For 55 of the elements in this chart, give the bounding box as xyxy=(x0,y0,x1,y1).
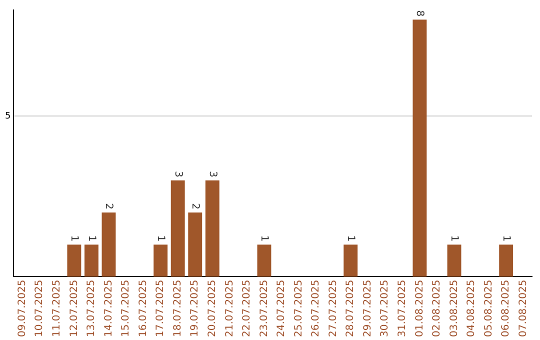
x-tick-label: 25.07.2025 xyxy=(293,280,304,338)
data-label: 1 xyxy=(500,235,512,242)
x-tick-label: 24.07.2025 xyxy=(276,280,288,338)
x-tick-label: 12.07.2025 xyxy=(68,280,80,338)
x-tick-label: 27.07.2025 xyxy=(328,280,339,338)
x-tick-label: 11.07.2025 xyxy=(52,280,63,338)
data-label: 1 xyxy=(448,235,460,242)
data-label: 1 xyxy=(68,235,80,242)
x-tick-label: 02.08.2025 xyxy=(432,280,443,338)
data-label: 1 xyxy=(345,235,356,242)
x-tick-label: 30.07.2025 xyxy=(380,280,391,338)
x-tick-label: 14.07.2025 xyxy=(103,280,114,338)
x-tick-label: 23.07.2025 xyxy=(258,280,270,338)
x-tick-label: 04.08.2025 xyxy=(466,280,478,338)
data-label: 3 xyxy=(172,170,184,178)
x-tick-label: 20.07.2025 xyxy=(206,280,218,338)
x-tick-label: 21.07.2025 xyxy=(224,280,236,338)
bar xyxy=(205,180,220,277)
x-tick-label: 09.07.2025 xyxy=(16,280,28,338)
bar xyxy=(188,212,202,277)
bar xyxy=(102,212,116,277)
bar xyxy=(412,20,427,277)
x-tick-label: 31.07.2025 xyxy=(397,280,408,338)
x-tick-label: 17.07.2025 xyxy=(155,280,166,338)
data-label: 1 xyxy=(258,235,270,242)
bar xyxy=(154,244,168,277)
x-tick-label: 05.08.2025 xyxy=(483,280,494,338)
x-tick-label: 01.08.2025 xyxy=(414,280,426,338)
bar xyxy=(170,180,185,277)
x-tick-label: 07.08.2025 xyxy=(518,280,529,338)
bar xyxy=(344,244,358,277)
bar xyxy=(84,244,98,277)
x-tick-label: 18.07.2025 xyxy=(172,280,184,338)
x-tick-label: 03.08.2025 xyxy=(448,280,460,338)
bar xyxy=(447,244,462,277)
bar xyxy=(67,244,82,277)
x-tick-label: 19.07.2025 xyxy=(190,280,201,338)
data-label: 2 xyxy=(103,203,114,210)
x-tick-label: 26.07.2025 xyxy=(310,280,322,338)
data-label: 2 xyxy=(190,203,201,210)
y-tick-label: 5 xyxy=(4,111,11,122)
bar xyxy=(499,244,514,277)
x-tick-label: 15.07.2025 xyxy=(120,280,132,338)
x-tick-label: 22.07.2025 xyxy=(242,280,253,338)
data-label: 1 xyxy=(86,235,97,242)
x-tick-label: 13.07.2025 xyxy=(86,280,98,338)
bar xyxy=(257,244,272,277)
data-label: 8 xyxy=(414,10,426,17)
x-tick-label: 06.08.2025 xyxy=(500,280,512,338)
x-tick-label: 16.07.2025 xyxy=(138,280,149,338)
data-label: 3 xyxy=(206,170,218,178)
x-tick-label: 28.07.2025 xyxy=(345,280,356,338)
data-label: 1 xyxy=(154,235,166,242)
x-tick-label: 29.07.2025 xyxy=(362,280,374,338)
x-tick-label: 10.07.2025 xyxy=(34,280,46,338)
